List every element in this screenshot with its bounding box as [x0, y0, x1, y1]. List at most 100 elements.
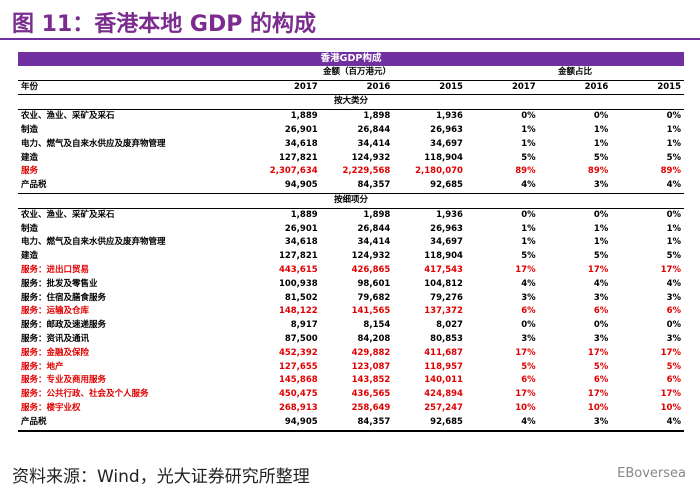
value-cell: 34,618 [284, 138, 318, 149]
row-label: 产品税 [18, 415, 248, 432]
watermark: EBoversea [617, 466, 686, 481]
value-cell: 79,276 [430, 292, 463, 303]
data-row: 服务：金融及保险 452,392 429,882 411,687 17% 17% 17% [18, 347, 684, 361]
column-header: 2015 [611, 79, 684, 96]
value-cell: 426,865 [351, 264, 391, 275]
value-cell: 429,882 [351, 347, 391, 358]
value-cell: 26,963 [430, 223, 463, 234]
value-cell: 26,844 [357, 223, 391, 234]
value-cell: 84,208 [357, 333, 391, 344]
source-note: 资料来源：Wind，光大证券研究所整理 [12, 467, 310, 487]
group-header: 金额占比 [557, 66, 592, 77]
value-cell: 1,936 [436, 111, 463, 122]
value-cell: 118,904 [424, 152, 463, 163]
value-cell: 5% [521, 152, 536, 163]
data-row: 服务：进出口贸易 443,615 426,865 417,543 17% 17% 17% [18, 264, 684, 278]
row-label: 电力、燃气及自来水供应及废弃物管理 [21, 237, 166, 248]
value-cell: 26,901 [284, 124, 318, 135]
value-cell: 1% [666, 124, 681, 135]
value-cell: 4% [611, 415, 684, 432]
value-cell: 5% [593, 251, 609, 262]
value-cell: 3% [593, 180, 609, 191]
value-cell: 26,963 [430, 124, 463, 135]
value-cell: 1,936 [436, 209, 463, 220]
value-cell: 100,938 [278, 278, 318, 289]
value-cell: 1,898 [363, 209, 391, 220]
value-cell: 4% [521, 278, 536, 289]
column-header: 年份 [18, 79, 248, 96]
value-cell: 140,011 [424, 375, 463, 386]
row-label: 产品税 [21, 180, 47, 191]
table-body: 香港GDP构成 金额（百万港元） 金额占比 年份 2017 2016 2015 2017 201… [18, 52, 684, 432]
value-cell: 26,844 [357, 124, 391, 135]
value-cell: 0% [666, 209, 681, 220]
value-cell: 268,913 [278, 402, 318, 413]
value-cell: 0% [521, 209, 536, 220]
data-row: 服务：公共行政、社会及个人服务 450,475 436,565 424,894 17% 1… [18, 388, 684, 402]
data-row: 服务：邮政及速递服务 8,917 8,154 8,027 0% 0% 0% [18, 319, 684, 333]
value-cell: 1% [521, 237, 536, 248]
row-label: 服务：楼宇业权 [21, 402, 81, 413]
value-cell: 143,852 [351, 375, 391, 386]
value-cell: 137,372 [424, 306, 463, 317]
column-header: 2017 [248, 79, 321, 96]
column-header: 2017 [465, 79, 539, 96]
data-row: 建造 127,821 124,932 118,904 5% 5% 5% [18, 152, 684, 166]
value-cell: 4% [593, 278, 609, 289]
row-label: 农业、渔业、采矿及采石 [21, 209, 115, 220]
value-cell: 2,307,634 [269, 166, 318, 177]
value-cell: 6% [666, 375, 681, 386]
value-cell: 6% [593, 306, 609, 317]
value-cell: 17% [515, 347, 536, 358]
value-cell: 8,027 [436, 320, 463, 331]
value-cell: 8,154 [363, 320, 391, 331]
value-cell: 17% [587, 264, 609, 275]
value-cell: 127,655 [278, 361, 318, 372]
value-cell: 4% [465, 415, 539, 432]
value-cell: 2,180,070 [415, 166, 463, 177]
value-cell: 5% [666, 361, 681, 372]
value-cell: 5% [521, 361, 536, 372]
row-label: 电力、燃气及自来水供应及废弃物管理 [21, 138, 166, 149]
year-row: 年份 2017 2016 2015 2017 2016 2015 [18, 79, 684, 96]
value-cell: 1% [521, 124, 536, 135]
value-cell: 0% [521, 320, 536, 331]
value-cell: 1% [593, 237, 609, 248]
data-row: 产品税 94,905 84,357 92,685 4% 3% 4% [18, 179, 684, 193]
value-cell: 84,357 [320, 415, 394, 432]
data-row: 服务：运输及仓库 148,122 141,565 137,372 6% 6% 6% [18, 305, 684, 319]
value-cell: 0% [666, 320, 681, 331]
row-label: 服务 [21, 166, 39, 177]
gdp-table: 香港GDP构成 金额（百万港元） 金额占比 年份 2017 2016 2015 2017 201… [18, 52, 684, 432]
row-label: 服务：邮政及速递服务 [21, 320, 107, 331]
column-header: 2016 [320, 79, 394, 96]
value-cell: 1% [593, 124, 609, 135]
value-cell: 6% [593, 375, 609, 386]
row-label: 服务：金融及保险 [21, 347, 90, 358]
value-cell: 2,229,568 [342, 166, 391, 177]
value-cell: 141,565 [351, 306, 391, 317]
data-row: 制造 26,901 26,844 26,963 1% 1% 1% [18, 124, 684, 138]
value-cell: 257,247 [424, 402, 463, 413]
value-cell: 17% [515, 389, 536, 400]
value-cell: 443,615 [278, 264, 318, 275]
value-cell: 5% [666, 251, 681, 262]
value-cell: 411,687 [424, 347, 463, 358]
section-title: 按细项分 [18, 192, 684, 209]
value-cell: 94,905 [248, 415, 321, 432]
value-cell: 34,414 [357, 237, 391, 248]
value-cell: 0% [593, 209, 609, 220]
value-cell: 1% [521, 223, 536, 234]
value-cell: 436,565 [351, 389, 391, 400]
value-cell: 0% [666, 111, 681, 122]
data-row: 农业、渔业、采矿及采石 1,889 1,898 1,936 0% 0% 0% [18, 110, 684, 124]
value-cell: 118,904 [424, 251, 463, 262]
data-row: 服务 2,307,634 2,229,568 2,180,070 89% 89% 89% [18, 165, 684, 179]
value-cell: 4% [521, 180, 536, 191]
value-cell: 1% [666, 223, 681, 234]
value-cell: 17% [660, 264, 681, 275]
value-cell: 5% [666, 152, 681, 163]
value-cell: 81,502 [284, 292, 318, 303]
value-cell: 258,649 [351, 402, 391, 413]
value-cell: 26,901 [284, 223, 318, 234]
